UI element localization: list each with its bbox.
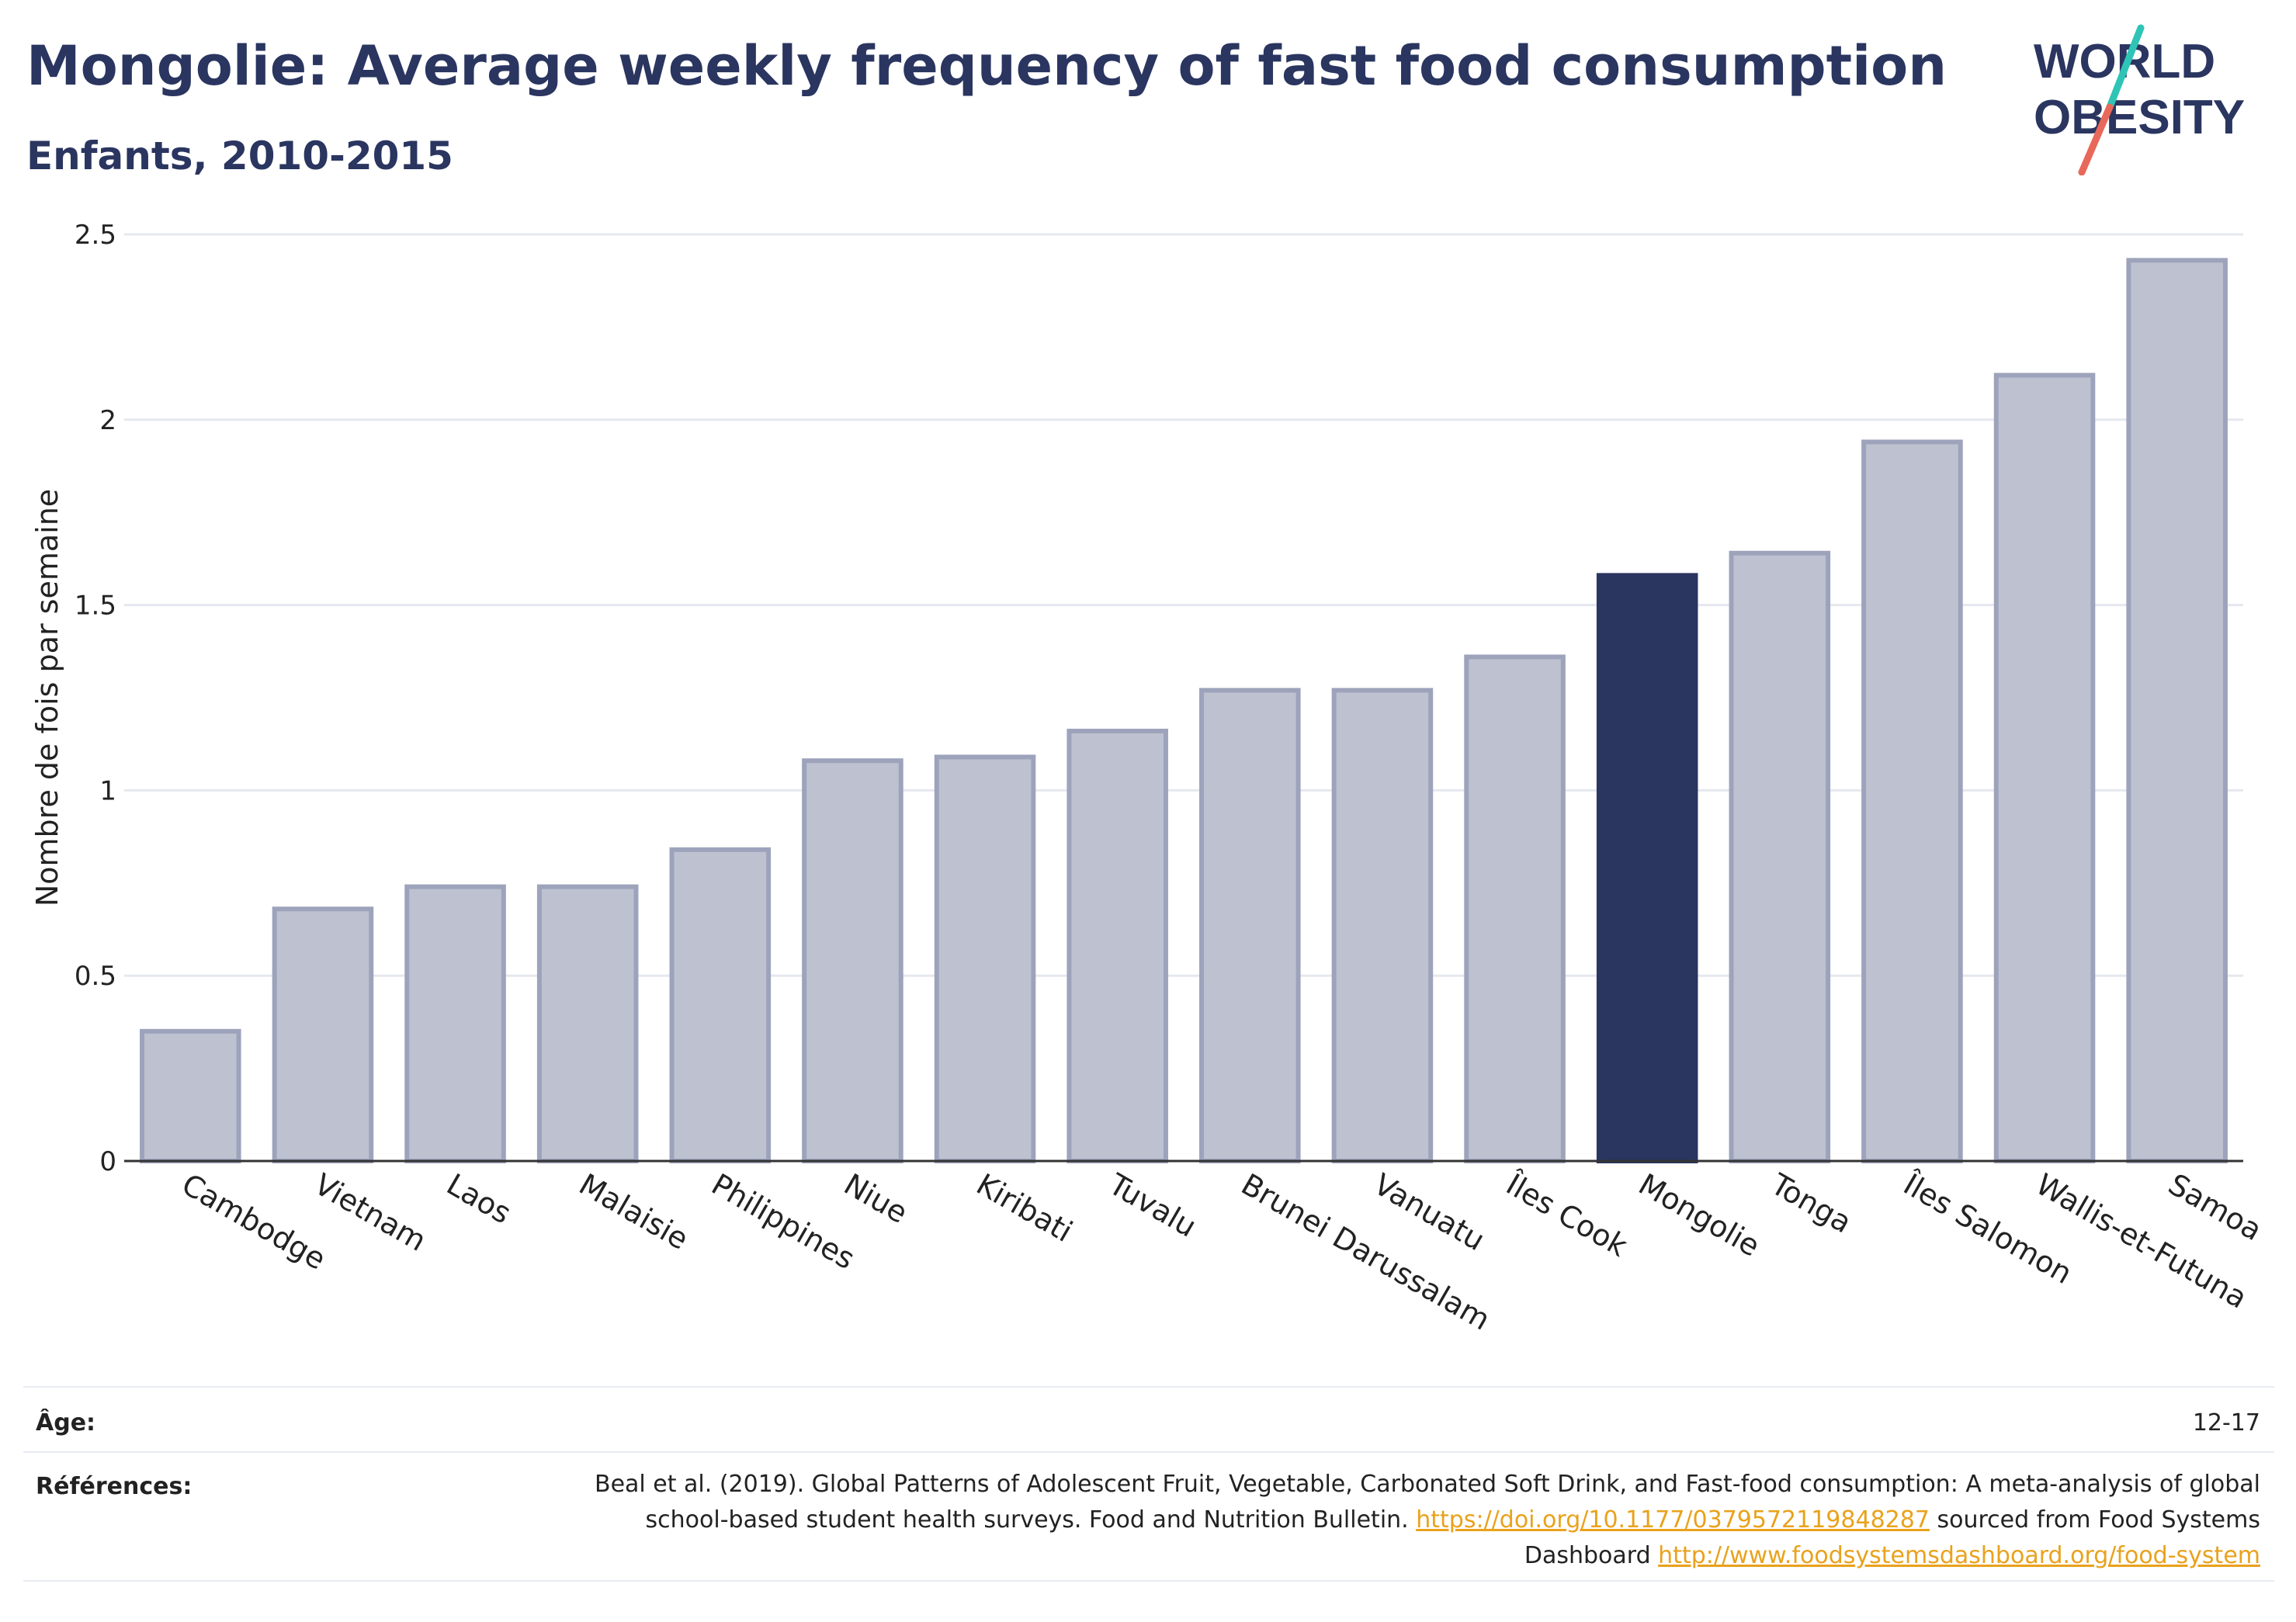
y-axis-title: Nombre de fois par semaine	[30, 489, 64, 906]
bar-samoa	[2126, 258, 2228, 1163]
x-tick-label: Samoa	[2162, 1167, 2267, 1248]
y-tick-label: 2.5	[75, 220, 116, 251]
logo-line2: OBESITY	[2034, 91, 2245, 144]
x-tick-label: Cambodge	[176, 1167, 331, 1277]
bar-laos	[404, 884, 506, 1164]
x-tick-label: Tonga	[1764, 1166, 1857, 1239]
y-tick-label: 1	[99, 775, 116, 806]
bar-cambodge	[140, 1028, 241, 1163]
age-label: Âge:	[36, 1409, 96, 1437]
chart-title: Mongolie: Average weekly frequency of fa…	[26, 34, 1947, 98]
bar-brunei-darussalam	[1199, 688, 1301, 1163]
x-tick-label: Tuvalu	[1102, 1166, 1202, 1244]
ref-link-dashboard[interactable]: http://www.foodsystemsdashboard.org/food…	[1658, 1542, 2260, 1569]
bar-vanuatu	[1331, 688, 1434, 1163]
bar-wallis-et-futuna	[1993, 373, 2096, 1164]
x-tick-label: Philippines	[706, 1167, 860, 1276]
bar-philippines	[669, 847, 772, 1164]
world-obesity-logo: WORLD OBESITY	[2034, 24, 2245, 175]
references-label: Références:	[36, 1473, 192, 1500]
x-tick-label: Brunei Darussalam	[1236, 1167, 1496, 1337]
divider	[23, 1451, 2274, 1453]
logo-slash-teal	[2106, 24, 2145, 111]
bar--les-salomon	[1861, 439, 1963, 1163]
divider	[23, 1386, 2274, 1388]
y-tick-label: 1.5	[75, 591, 116, 622]
bar-niue	[802, 758, 903, 1163]
bar-chart: 0 0.5 1 1.5 2 2.5 Nombre de fois par semaine Ca…	[30, 220, 2268, 1337]
y-tick-label: 0	[99, 1146, 116, 1177]
ref-text-2: sourced from Food Systems Dashboard	[1524, 1506, 2260, 1569]
bar-vietnam	[272, 906, 374, 1164]
x-tick-label: Malaisie	[574, 1167, 695, 1256]
bar-tuvalu	[1066, 728, 1168, 1163]
age-value: 12-17	[2192, 1409, 2260, 1437]
y-tick-label: 2	[99, 405, 116, 436]
bar-tonga	[1729, 550, 1831, 1163]
bar--les-cook	[1464, 654, 1566, 1163]
chart-subtitle: Enfants, 2010-2015	[26, 133, 453, 178]
ref-text-1: Beal et al. (2019). Global Patterns of A…	[594, 1471, 2260, 1534]
x-tick-label: Niue	[838, 1167, 914, 1230]
y-tick-label: 0.5	[75, 961, 116, 992]
x-tick-label: Îles Cook	[1500, 1166, 1633, 1263]
bar-mongolie	[1596, 573, 1698, 1163]
x-tick-label: Kiribati	[971, 1167, 1079, 1249]
x-tick-label: Mongolie	[1633, 1167, 1766, 1263]
ref-link-doi[interactable]: https://doi.org/10.1177/0379572119848287	[1416, 1506, 1930, 1534]
bar-malaisie	[536, 884, 639, 1164]
divider	[23, 1580, 2274, 1582]
references-text: Beal et al. (2019). Global Patterns of A…	[514, 1467, 2260, 1574]
logo-slash-red	[2078, 103, 2114, 175]
bar-kiribati	[934, 754, 1036, 1163]
x-tick-label: Laos	[441, 1167, 517, 1231]
